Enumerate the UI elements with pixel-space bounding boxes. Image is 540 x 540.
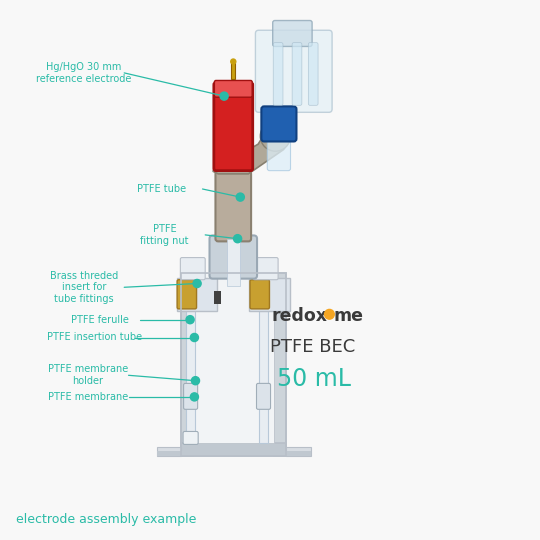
- FancyBboxPatch shape: [157, 451, 310, 456]
- FancyBboxPatch shape: [273, 43, 283, 105]
- FancyBboxPatch shape: [256, 383, 271, 409]
- Text: PTFE membrane: PTFE membrane: [48, 392, 128, 402]
- FancyBboxPatch shape: [250, 280, 269, 309]
- FancyBboxPatch shape: [214, 80, 252, 97]
- Circle shape: [190, 393, 199, 401]
- Text: PTFE ferulle: PTFE ferulle: [71, 315, 129, 325]
- FancyBboxPatch shape: [157, 447, 181, 456]
- FancyBboxPatch shape: [267, 134, 291, 171]
- Circle shape: [230, 58, 237, 65]
- FancyBboxPatch shape: [183, 431, 198, 444]
- Circle shape: [233, 234, 242, 242]
- FancyBboxPatch shape: [214, 83, 253, 171]
- Text: PTFE BEC: PTFE BEC: [270, 338, 355, 356]
- FancyBboxPatch shape: [231, 62, 235, 79]
- FancyBboxPatch shape: [214, 291, 221, 304]
- Polygon shape: [213, 112, 294, 174]
- Text: electrode assembly example: electrode assembly example: [16, 513, 197, 526]
- Text: PTFE membrane
holder: PTFE membrane holder: [48, 364, 128, 386]
- FancyBboxPatch shape: [177, 278, 217, 310]
- Text: PTFE tube: PTFE tube: [138, 184, 186, 194]
- FancyBboxPatch shape: [215, 171, 251, 241]
- FancyBboxPatch shape: [249, 278, 290, 310]
- Circle shape: [237, 193, 245, 201]
- Text: Brass threded
insert for
tube fittings: Brass threded insert for tube fittings: [50, 271, 118, 304]
- FancyBboxPatch shape: [180, 258, 205, 280]
- Text: PTFE
fitting nut: PTFE fitting nut: [140, 224, 189, 246]
- Circle shape: [260, 121, 291, 151]
- FancyBboxPatch shape: [253, 258, 278, 280]
- FancyBboxPatch shape: [255, 30, 332, 112]
- FancyBboxPatch shape: [177, 280, 197, 309]
- FancyBboxPatch shape: [286, 447, 310, 456]
- Circle shape: [325, 309, 334, 319]
- FancyBboxPatch shape: [292, 43, 302, 105]
- Text: 50 mL: 50 mL: [277, 367, 351, 391]
- FancyBboxPatch shape: [227, 239, 240, 286]
- Text: PTFE insertion tube: PTFE insertion tube: [47, 333, 142, 342]
- Circle shape: [191, 377, 200, 384]
- Circle shape: [193, 280, 201, 287]
- FancyBboxPatch shape: [193, 273, 274, 443]
- FancyBboxPatch shape: [184, 383, 198, 409]
- FancyBboxPatch shape: [274, 273, 286, 456]
- FancyBboxPatch shape: [273, 21, 312, 46]
- Text: redox: redox: [272, 307, 328, 325]
- Text: Hg/HgO 30 mm
reference electrode: Hg/HgO 30 mm reference electrode: [36, 62, 131, 84]
- FancyBboxPatch shape: [181, 443, 286, 456]
- FancyBboxPatch shape: [308, 43, 318, 105]
- Circle shape: [220, 92, 228, 100]
- Text: me: me: [334, 307, 364, 325]
- FancyBboxPatch shape: [261, 106, 296, 141]
- Circle shape: [186, 315, 194, 324]
- Circle shape: [190, 333, 199, 342]
- FancyBboxPatch shape: [210, 235, 257, 279]
- FancyBboxPatch shape: [181, 273, 193, 456]
- FancyBboxPatch shape: [259, 310, 268, 443]
- FancyBboxPatch shape: [186, 310, 195, 443]
